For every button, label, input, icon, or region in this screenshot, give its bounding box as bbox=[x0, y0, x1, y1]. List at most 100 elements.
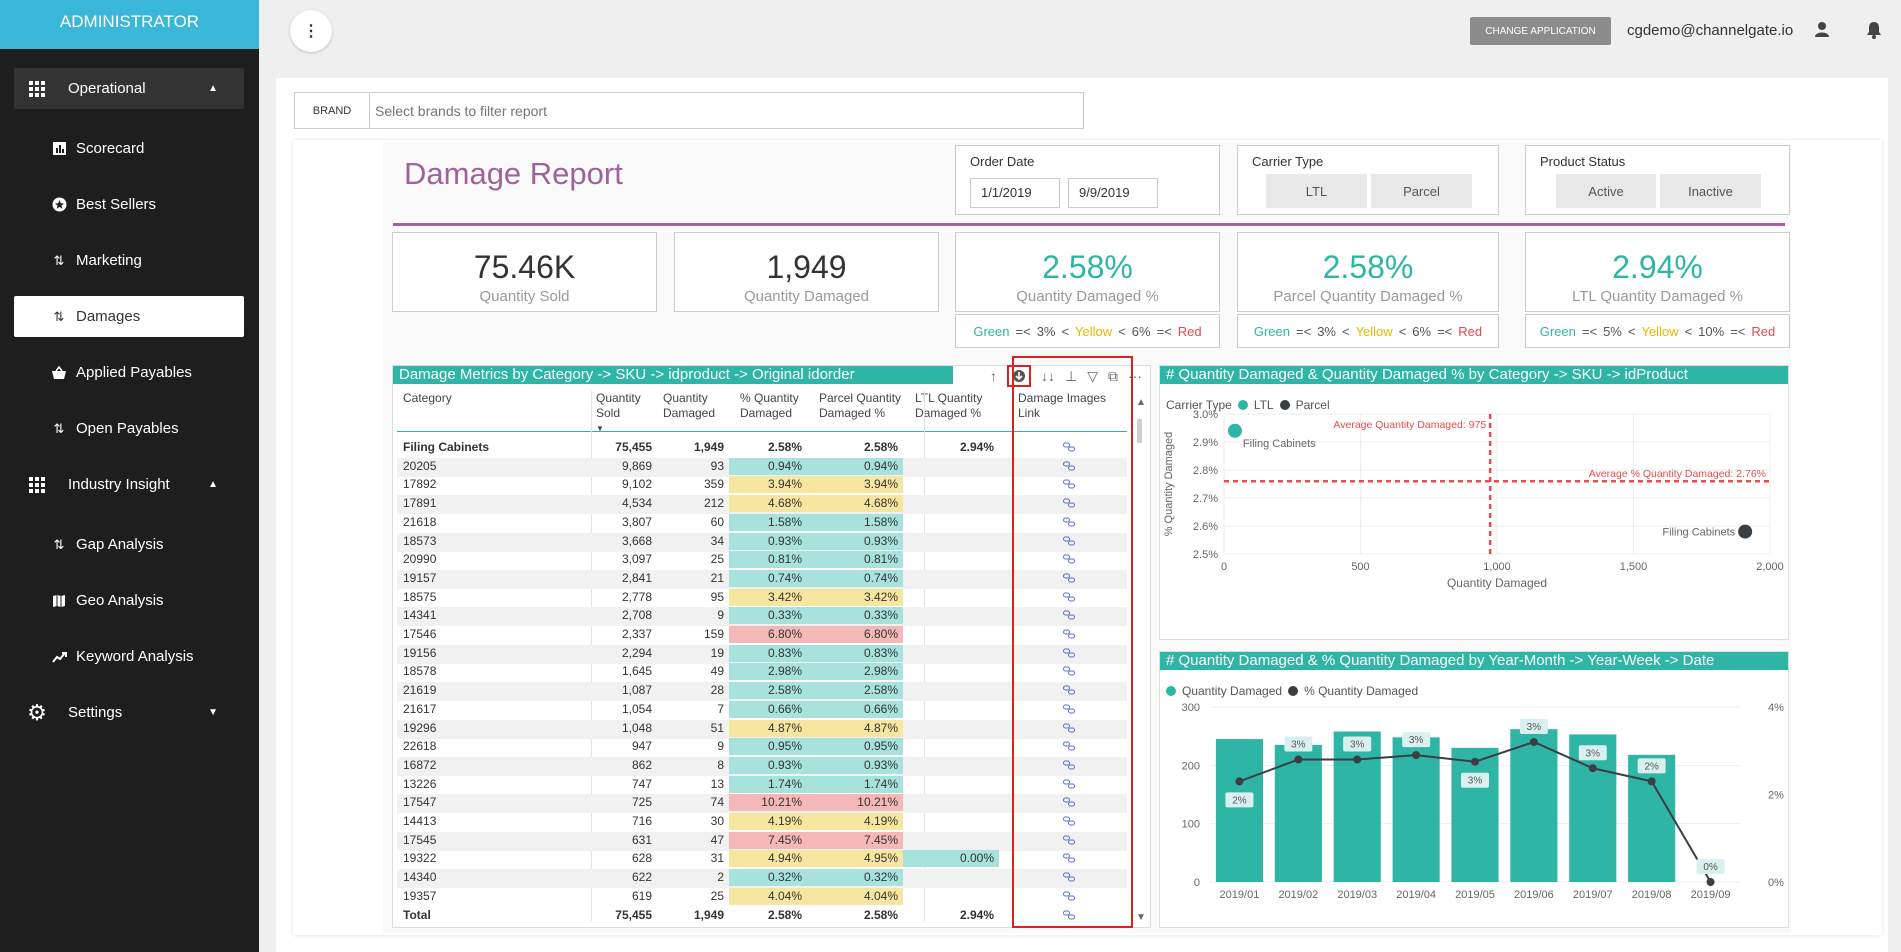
link-icon[interactable] bbox=[1063, 891, 1075, 901]
link-icon[interactable] bbox=[1063, 573, 1075, 583]
table-row[interactable]: 14341 2,708 9 0.33% 0.33% bbox=[397, 607, 1127, 627]
table-row[interactable]: 21617 1,054 7 0.66% 0.66% bbox=[397, 700, 1127, 720]
link-icon[interactable] bbox=[1063, 442, 1075, 452]
link-icon[interactable] bbox=[1063, 592, 1075, 602]
col-header-quantity-damaged[interactable]: Quantity Damaged bbox=[663, 391, 716, 420]
table-row[interactable]: 16872 862 8 0.93% 0.93% bbox=[397, 756, 1127, 776]
date-from-input[interactable]: 1/1/2019 bbox=[970, 178, 1060, 208]
sidebar-item-scorecard[interactable]: Scorecard bbox=[14, 128, 244, 169]
carrier-option-ltl[interactable]: LTL bbox=[1266, 174, 1367, 208]
table-scrollbar[interactable]: ▲ ▼ bbox=[1135, 397, 1146, 923]
table-row[interactable]: 17546 2,337 159 6.80% 6.80% bbox=[397, 626, 1127, 645]
legend-pct[interactable]: % Quantity Damaged bbox=[1304, 684, 1419, 698]
legend-qty[interactable]: Quantity Damaged bbox=[1182, 684, 1283, 698]
table-row[interactable]: 17547 725 74 10.21% 10.21% bbox=[397, 794, 1127, 814]
drill-up-icon[interactable]: ↑ bbox=[990, 368, 998, 384]
next-level-icon[interactable]: ↓↓ bbox=[1041, 368, 1056, 384]
link-icon[interactable] bbox=[1063, 666, 1075, 676]
link-icon[interactable] bbox=[1063, 760, 1075, 770]
filter-icon[interactable]: ▽ bbox=[1087, 367, 1098, 384]
more-options-icon[interactable]: ··· bbox=[1128, 368, 1142, 384]
table-row[interactable]: 21619 1,087 28 2.58% 2.58% bbox=[397, 682, 1127, 702]
col-header-ltl-pct[interactable]: LTL Quantity Damaged % bbox=[915, 391, 983, 420]
link-icon[interactable] bbox=[1063, 797, 1075, 807]
link-icon[interactable] bbox=[1063, 498, 1075, 508]
user-icon[interactable] bbox=[1812, 20, 1832, 40]
table-total-row[interactable]: Total 75,455 1,949 2.58% 2.58% 2.94% bbox=[397, 907, 1127, 926]
sidebar-item-settings[interactable]: ⚙ Settings ▼ bbox=[14, 692, 244, 733]
table-row[interactable]: 19322 628 31 4.94% 4.95% 0.00% bbox=[397, 850, 1127, 869]
sidebar-item-damages[interactable]: ⇅ Damages bbox=[14, 296, 244, 337]
table-row[interactable]: 19357 619 25 4.04% 4.04% bbox=[397, 887, 1127, 907]
expand-hierarchy-icon[interactable]: ⊥ bbox=[1065, 367, 1078, 384]
table-row[interactable]: 13226 747 13 1.74% 1.74% bbox=[397, 775, 1127, 795]
link-icon[interactable] bbox=[1063, 704, 1075, 714]
focus-mode-icon[interactable]: ⧉ bbox=[1108, 367, 1118, 384]
table-row[interactable]: 14340 622 2 0.32% 0.32% bbox=[397, 869, 1127, 889]
drill-down-button[interactable] bbox=[1007, 365, 1032, 387]
link-icon[interactable] bbox=[1063, 554, 1075, 564]
date-to-input[interactable]: 9/9/2019 bbox=[1068, 178, 1158, 208]
table-row[interactable]: 20205 9,869 93 0.94% 0.94% bbox=[397, 457, 1127, 477]
table-row[interactable]: 17545 631 47 7.45% 7.45% bbox=[397, 831, 1127, 851]
table-row[interactable]: Filing Cabinets 75,455 1,949 2.58% 2.58% 2.94… bbox=[397, 439, 1127, 458]
brand-label[interactable]: BRAND bbox=[295, 93, 370, 128]
col-header-category[interactable]: Category bbox=[403, 391, 452, 405]
sidebar-item-applied-payables[interactable]: Applied Payables bbox=[14, 352, 244, 393]
sidebar-item-industry-insight[interactable]: Industry Insight ▲ bbox=[14, 464, 244, 505]
table-row[interactable]: 17891 4,534 212 4.68% 4.68% bbox=[397, 495, 1127, 515]
brand-search-input[interactable] bbox=[375, 93, 1075, 128]
table-row[interactable]: 19157 2,841 21 0.74% 0.74% bbox=[397, 569, 1127, 589]
status-option-active[interactable]: Active bbox=[1556, 174, 1656, 208]
link-icon[interactable] bbox=[1063, 741, 1075, 751]
table-row[interactable]: 21618 3,807 60 1.58% 1.58% bbox=[397, 513, 1127, 533]
carrier-option-parcel[interactable]: Parcel bbox=[1371, 174, 1472, 208]
col-header-damage-images-link[interactable]: Damage Images Link bbox=[1018, 391, 1107, 420]
table-row[interactable]: 22618 947 9 0.95% 0.95% bbox=[397, 738, 1127, 757]
table-row[interactable]: 19156 2,294 19 0.83% 0.83% bbox=[397, 644, 1127, 664]
sidebar-item-keyword-analysis[interactable]: Keyword Analysis bbox=[14, 636, 244, 677]
sidebar-item-marketing[interactable]: ⇅ Marketing bbox=[14, 240, 244, 281]
link-icon[interactable] bbox=[1063, 536, 1075, 546]
col-header-parcel-pct[interactable]: Parcel Quantity Damaged % bbox=[819, 391, 902, 420]
link-icon[interactable] bbox=[1063, 872, 1075, 882]
sidebar-item-gap-analysis[interactable]: ⇅ Gap Analysis bbox=[14, 524, 244, 565]
table-row[interactable]: 18575 2,778 95 3.42% 3.42% bbox=[397, 588, 1127, 608]
sidebar-item-operational[interactable]: Operational ▲ bbox=[14, 68, 244, 109]
col-header-pct-damaged[interactable]: % Quantity Damaged bbox=[740, 391, 799, 420]
link-icon[interactable] bbox=[1063, 685, 1075, 695]
table-row[interactable]: 19296 1,048 51 4.87% 4.87% bbox=[397, 719, 1127, 739]
link-icon[interactable] bbox=[1063, 610, 1075, 620]
status-option-inactive[interactable]: Inactive bbox=[1660, 174, 1761, 208]
link-icon[interactable] bbox=[1063, 629, 1075, 639]
link-icon[interactable] bbox=[1063, 853, 1075, 863]
scroll-up-icon[interactable]: ▲ bbox=[1136, 397, 1146, 408]
link-icon[interactable] bbox=[1063, 910, 1075, 920]
link-icon[interactable] bbox=[1063, 648, 1075, 658]
bell-icon[interactable] bbox=[1864, 20, 1884, 40]
sidebar-item-open-payables[interactable]: ⇅ Open Payables bbox=[14, 408, 244, 449]
scroll-down-icon[interactable]: ▼ bbox=[1136, 912, 1146, 923]
sidebar-item-best-sellers[interactable]: Best Sellers bbox=[14, 184, 244, 225]
table-row[interactable]: 14413 716 30 4.19% 4.19% bbox=[397, 813, 1127, 832]
table-row[interactable]: 18573 3,668 34 0.93% 0.93% bbox=[397, 532, 1127, 552]
col-header-quantity-sold[interactable]: Quantity Sold ▼ bbox=[596, 391, 651, 436]
sidebar-item-geo-analysis[interactable]: Geo Analysis bbox=[14, 580, 244, 621]
cell-ltl-pct bbox=[903, 551, 999, 568]
link-icon[interactable] bbox=[1063, 461, 1075, 471]
table-row[interactable]: 20990 3,097 25 0.81% 0.81% bbox=[397, 551, 1127, 570]
link-icon[interactable] bbox=[1063, 723, 1075, 733]
change-application-button[interactable]: CHANGE APPLICATION bbox=[1470, 17, 1611, 45]
link-icon[interactable] bbox=[1063, 816, 1075, 826]
table-row[interactable]: 18578 1,645 49 2.98% 2.98% bbox=[397, 663, 1127, 682]
link-icon[interactable] bbox=[1063, 517, 1075, 527]
legend-ltl[interactable]: LTL bbox=[1253, 398, 1274, 412]
legend-parcel[interactable]: Parcel bbox=[1295, 398, 1330, 412]
link-icon[interactable] bbox=[1063, 779, 1075, 789]
kebab-menu-button[interactable]: ⋮ bbox=[290, 10, 332, 52]
link-icon[interactable] bbox=[1063, 479, 1075, 489]
scroll-thumb[interactable] bbox=[1137, 419, 1142, 443]
table-row[interactable]: 17892 9,102 359 3.94% 3.94% bbox=[397, 476, 1127, 495]
link-icon[interactable] bbox=[1063, 835, 1075, 845]
data-label-bg bbox=[1637, 758, 1666, 774]
